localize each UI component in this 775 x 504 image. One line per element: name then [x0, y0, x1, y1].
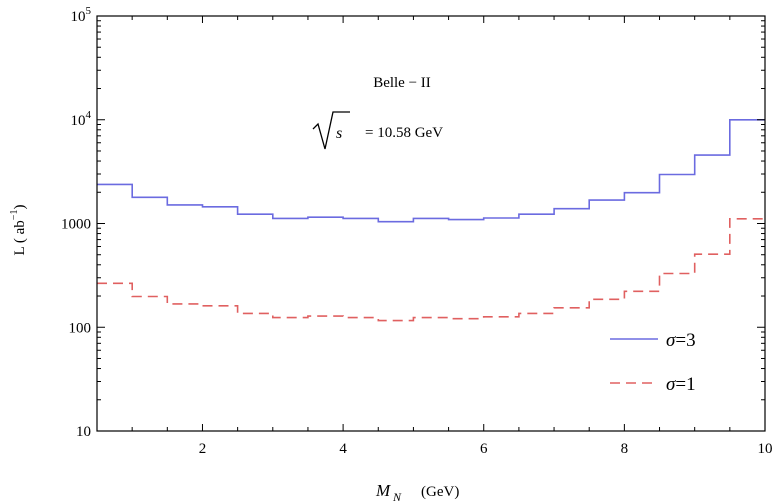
y-tick-label: 1000 — [61, 217, 91, 233]
x-tick-label: 4 — [339, 441, 347, 457]
x-tick-label: 8 — [621, 441, 629, 457]
x-tick-label: 6 — [480, 441, 488, 457]
y-axis-label-text: L ( ab−1) — [9, 205, 28, 256]
series-line-1 — [97, 119, 765, 223]
legend-label-sigma1: σ=1 — [666, 374, 696, 395]
sqrt-s-annotation: s = 10.58 GeV — [312, 111, 443, 150]
y-axis-label: L ( ab−1) — [9, 205, 28, 256]
y-tick-label-power: 104 — [71, 109, 92, 129]
x-axis-label: M N (GeV) — [375, 481, 459, 504]
y-tick-label: 10 — [76, 424, 91, 440]
legend-label-sigma3: σ=3 — [666, 330, 696, 351]
annotation-experiment: Belle − II — [373, 75, 431, 91]
x-tick-label: 2 — [199, 441, 207, 457]
annotation-energy: = 10.58 GeV — [365, 125, 443, 141]
x-axis-label-sub: N — [392, 490, 402, 504]
legend-item-sigma3: σ=3 — [610, 330, 696, 351]
x-tick-label: 10 — [758, 441, 773, 457]
y-tick-label-power: 105 — [71, 5, 92, 25]
y-tick-label: 100 — [69, 320, 92, 336]
sqrt-sign — [312, 111, 350, 150]
axes-layer: 2 4 6 8 10 10 100 1000 104 105 — [61, 5, 773, 457]
x-axis-label-unit: (GeV) — [421, 484, 459, 500]
series-line-2 — [97, 218, 765, 322]
x-axis-label-main: M — [375, 481, 391, 500]
legend-item-sigma1: σ=1 — [610, 374, 696, 395]
sqrt-s-symbol: s — [336, 125, 342, 142]
legend: σ=3 σ=1 — [610, 330, 696, 395]
series-layer — [97, 119, 765, 322]
